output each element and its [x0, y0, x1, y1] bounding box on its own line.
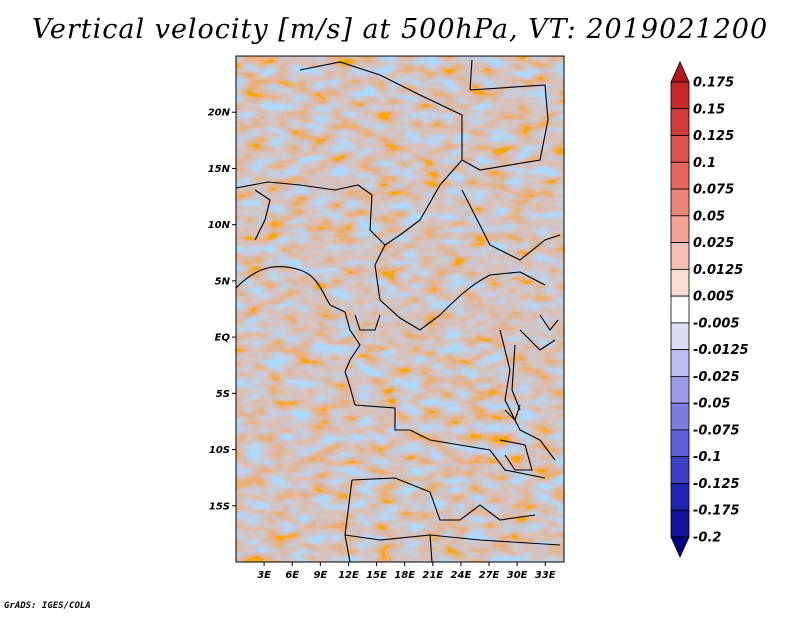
colorbar-label: 0.125: [693, 129, 734, 144]
lon-tick-label: 15E: [366, 570, 387, 581]
lat-tick-label: 10N: [208, 220, 231, 231]
grads-credit: GrADS: IGES/COLA: [4, 601, 91, 611]
lon-tick-label: 18E: [394, 570, 415, 581]
colorbar-label: 0.005: [693, 290, 734, 305]
colorbar-segment: [670, 483, 690, 511]
colorbar-segment: [670, 456, 690, 484]
chart-title: Vertical velocity [m/s] at 500hPa, VT: 2…: [31, 14, 769, 45]
colorbar-label: -0.005: [693, 316, 740, 331]
colorbar-label: -0.0125: [693, 343, 749, 358]
lon-tick-label: 12E: [338, 570, 359, 581]
colorbar-segment: [670, 135, 690, 163]
colorbar-segment: [670, 429, 690, 458]
lon-tick-label: 27E: [479, 570, 500, 581]
colorbar-segment: [670, 161, 690, 190]
colorbar-label: -0.175: [693, 504, 740, 519]
lat-tick-label: 15S: [209, 501, 230, 512]
lon-tick-label: 6E: [285, 570, 299, 581]
colorbar-label: -0.125: [693, 477, 740, 492]
colorbar-segment: [670, 242, 690, 270]
longitude-axis: 3E 6E 9E 12E 15E 18E 21E 24E 27E 30E 33E: [257, 562, 556, 581]
colorbar-segment: [670, 349, 690, 377]
lat-tick-label: 15N: [208, 164, 231, 175]
colorbar-segment: [670, 81, 690, 110]
lon-tick-label: 24E: [451, 570, 472, 581]
colorbar-label: 0.1: [693, 156, 716, 171]
lat-tick-label: 5N: [215, 276, 231, 287]
map-frame: [235, 55, 565, 563]
colorbar-label: -0.025: [693, 370, 740, 385]
lon-tick-label: 9E: [313, 570, 327, 581]
colorbar-label: -0.075: [693, 423, 740, 438]
lon-tick-label: 3E: [257, 570, 271, 581]
lat-tick-label: 10S: [209, 445, 230, 456]
colorbar-label: 0.175: [693, 76, 734, 91]
colorbar-label: 0.075: [693, 183, 734, 198]
lon-tick-label: 21E: [422, 570, 443, 581]
colorbar-bottom-arrow: [670, 536, 690, 558]
colorbar-label: 0.15: [693, 102, 725, 117]
colorbar-segment: [670, 376, 690, 404]
colorbar-segment: [670, 188, 690, 217]
colorbar-label: -0.1: [693, 450, 721, 465]
colorbar: 0.175 0.15 0.125 0.1 0.075 0.05 0.025 0.0125 0.0…: [670, 61, 749, 558]
colorbar-label: -0.2: [693, 531, 721, 546]
colorbar-label: 0.025: [693, 236, 734, 251]
colorbar-segment: [670, 509, 690, 538]
colorbar-segment: [670, 108, 690, 136]
field-tint: [236, 56, 564, 562]
lat-tick-label: 20N: [208, 108, 231, 119]
lat-tick-label: EQ: [215, 333, 231, 344]
velocity-field: [236, 56, 564, 562]
colorbar-segment: [670, 215, 690, 243]
map-plot-area: [236, 56, 564, 562]
colorbar-segment: [670, 295, 690, 324]
colorbar-segment: [670, 268, 690, 297]
colorbar-top-arrow: [670, 61, 690, 83]
colorbar-label: 0.0125: [693, 263, 743, 278]
colorbar-label: -0.05: [693, 397, 730, 412]
country-borders: [236, 59, 561, 562]
lon-tick-label: 33E: [535, 570, 556, 581]
latitude-axis: 20N 15N 10N 5N EQ 5S 10S 15S: [208, 108, 236, 512]
lat-tick-label: 5S: [216, 389, 230, 400]
colorbar-segment: [670, 402, 690, 431]
colorbar-segment: [670, 322, 690, 351]
lon-tick-label: 30E: [507, 570, 528, 581]
colorbar-label: 0.05: [693, 209, 725, 224]
